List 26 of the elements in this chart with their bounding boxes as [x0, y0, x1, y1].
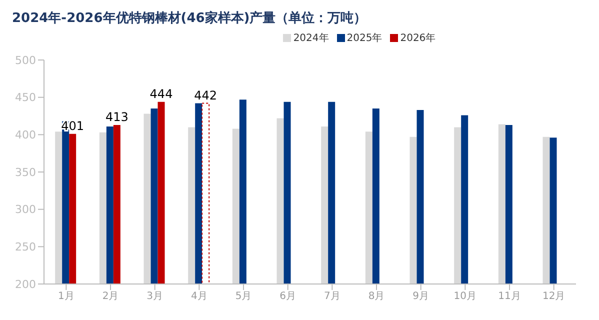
y-tick-label: 200 — [15, 278, 36, 291]
x-tick-label: 10月 — [454, 291, 477, 302]
legend-label: 2025年 — [346, 32, 382, 45]
x-tick-label: 1月 — [58, 291, 74, 302]
x-tick-label: 8月 — [368, 291, 385, 302]
y-tick-label: 400 — [15, 128, 36, 142]
y-tick-label: 300 — [15, 203, 36, 216]
y-tick-label: 250 — [15, 240, 36, 254]
x-tick-label: 6月 — [280, 291, 296, 302]
y-tick-label: 350 — [15, 166, 36, 179]
x-tick-label: 7月 — [324, 291, 340, 302]
legend-label: 2026年 — [399, 32, 436, 45]
x-tick-label: 12月 — [542, 291, 566, 302]
x-tick-label: 2月 — [102, 291, 119, 302]
x-tick-label: 5月 — [235, 291, 252, 302]
x-tick-label: 11月 — [498, 291, 521, 302]
x-tick-label: 4月 — [190, 291, 208, 302]
y-tick-label: 450 — [15, 91, 36, 104]
x-tick-label: 9月 — [412, 291, 430, 302]
x-tick-label: 3月 — [146, 291, 164, 302]
chart-title: 2024年-2026年优特钢棒材(46家样本)产量（单位：万吨） — [11, 10, 368, 28]
legend-label: 2024年 — [292, 32, 329, 45]
data-label: 442 — [194, 88, 218, 102]
data-label: 413 — [105, 110, 128, 124]
data-label: 444 — [150, 86, 173, 101]
y-tick-label: 500 — [15, 54, 36, 67]
